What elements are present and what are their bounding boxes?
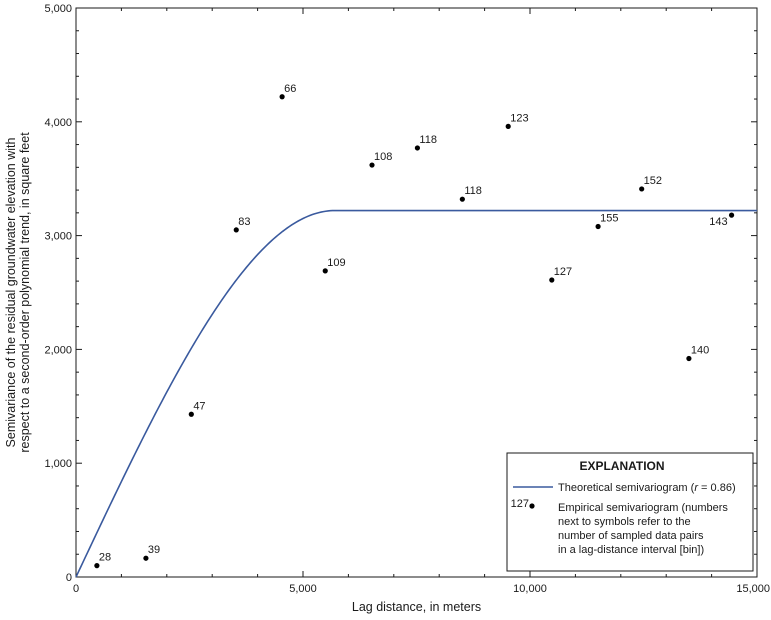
legend-line-label: Theoretical semivariogram (r = 0.86) — [558, 482, 736, 494]
empirical-point — [728, 212, 735, 218]
empirical-point — [94, 563, 100, 569]
empirical-point — [188, 411, 194, 417]
point-label: 118 — [419, 134, 437, 146]
point-label: 155 — [600, 212, 618, 224]
legend-line-label-r: r — [694, 482, 699, 494]
empirical-point — [505, 123, 511, 129]
plot-area-frame — [75, 7, 758, 578]
y-tick-label: 2,000 — [44, 344, 72, 356]
legend-box: EXPLANATION Theoretical semivariogram (r… — [506, 452, 754, 572]
empirical-point — [595, 223, 601, 230]
y-tick-label: 0 — [66, 572, 72, 584]
legend-frame — [506, 452, 754, 572]
legend-point-label-line3: number of sampled data pairs — [558, 530, 704, 542]
x-tick-label: 5,000 — [289, 583, 317, 595]
empirical-point — [279, 94, 285, 100]
x-tick-label: 0 — [73, 583, 79, 595]
x-axis-title: Lag distance, in meters — [352, 600, 481, 614]
x-tick-label: 15,000 — [736, 583, 770, 595]
legend-title: EXPLANATION — [579, 459, 664, 473]
empirical-point — [322, 268, 328, 274]
point-label: 123 — [510, 112, 528, 124]
point-label: 127 — [554, 266, 572, 278]
point-label: 109 — [327, 257, 345, 269]
legend-point-label-line4: in a lag-distance interval [bin]) — [558, 544, 704, 556]
empirical-point — [414, 145, 421, 151]
y-tick-label: 3,000 — [44, 231, 72, 243]
y-axis-title-line2: respect to a second-order polynomial tre… — [18, 132, 32, 453]
point-label: 118 — [464, 185, 482, 197]
empirical-point — [369, 162, 375, 168]
point-label: 66 — [284, 83, 296, 95]
empirical-point — [233, 227, 239, 233]
point-label: 108 — [374, 151, 392, 163]
legend-point-sample — [529, 503, 535, 509]
legend-line-label-prefix: Theoretical semivariogram ( — [558, 482, 695, 494]
point-label: 140 — [691, 345, 709, 357]
legend-point-label-line2: next to symbols refer to the — [558, 516, 691, 528]
legend-line-label-suffix: = 0.86) — [698, 482, 736, 494]
point-label: 83 — [238, 216, 250, 228]
point-label: 152 — [644, 175, 662, 187]
legend-point-label-line1: Empirical semivariogram (numbers — [558, 502, 728, 514]
theoretical-semivariogram-line — [75, 209, 757, 578]
empirical-point — [639, 186, 645, 192]
point-label: 143 — [709, 216, 727, 228]
y-tick-label: 5,000 — [44, 3, 72, 15]
y-axis-title-line1: Semivariance of the residual groundwater… — [4, 138, 18, 448]
legend-point-example-number: 127 — [511, 498, 529, 510]
x-tick-label: 10,000 — [513, 583, 547, 595]
empirical-points-layer: 28 39 47 83 66 109 108 118 118 123 127 155 152 140 143 — [94, 83, 735, 569]
point-label: 39 — [148, 544, 160, 556]
empirical-point — [143, 555, 149, 561]
y-tick-label: 4,000 — [44, 117, 72, 129]
point-label: 28 — [99, 552, 111, 564]
point-label: 47 — [193, 400, 205, 412]
y-tick-label: 1,000 — [44, 458, 72, 470]
y-axis-title: Semivariance of the residual groundwater… — [4, 132, 32, 453]
empirical-point — [549, 277, 555, 283]
empirical-point — [686, 355, 692, 362]
empirical-point — [459, 196, 465, 202]
